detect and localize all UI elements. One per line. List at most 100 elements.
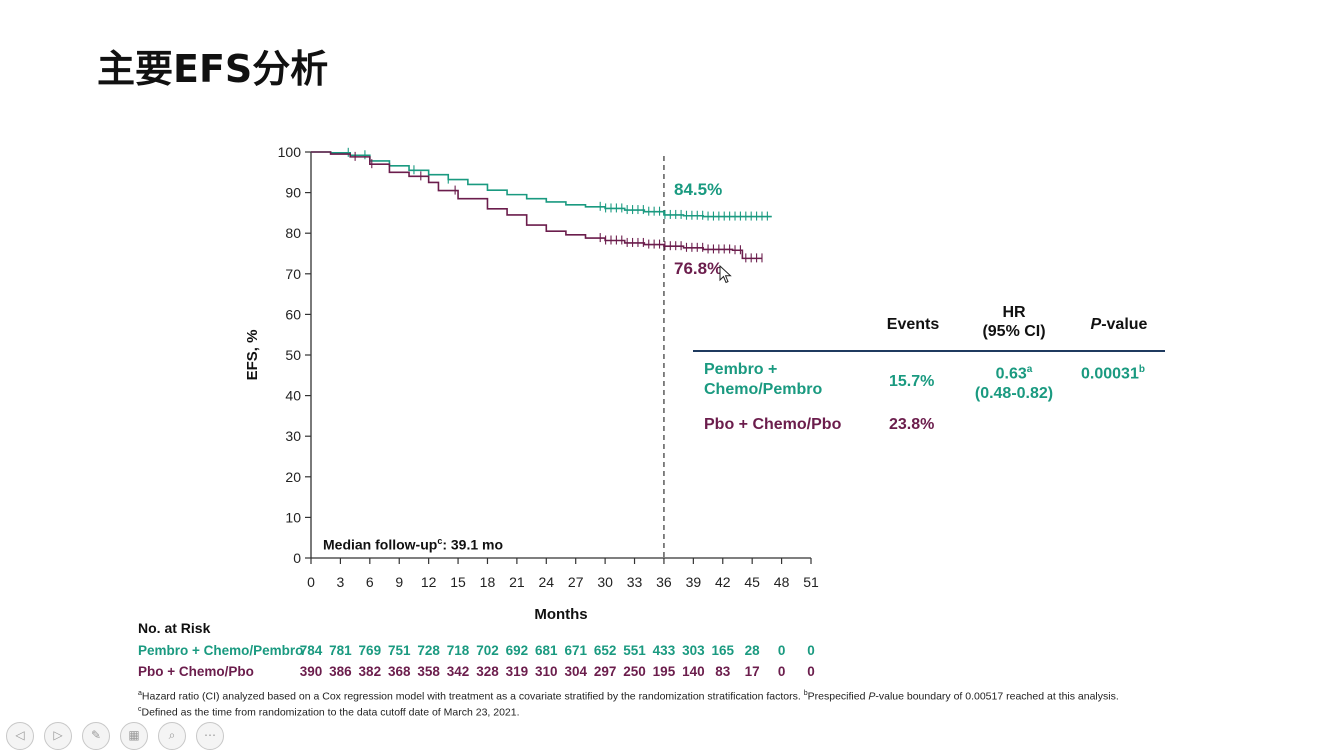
p-value-header: P-value — [1090, 316, 1148, 333]
events-header: Events — [886, 316, 940, 333]
y-tick-label: 0 — [293, 550, 301, 566]
risk-count: 297 — [593, 664, 617, 679]
risk-count: 0 — [807, 664, 815, 679]
risk-count: 551 — [623, 643, 646, 658]
x-tick-label: 27 — [568, 574, 584, 590]
risk-count: 83 — [715, 664, 731, 679]
risk-count: 304 — [564, 664, 587, 679]
risk-count: 671 — [564, 643, 587, 658]
risk-count: 358 — [417, 664, 440, 679]
footnote-a-b: aHazard ratio (CI) analyzed based on a C… — [138, 690, 1119, 703]
p-value-pembro: 0.00031b — [1081, 364, 1145, 383]
risk-count: 250 — [623, 664, 646, 679]
slide-title: 主要EFS分析 — [97, 47, 329, 91]
risk-count: 781 — [329, 643, 352, 658]
risk-count: 195 — [652, 664, 676, 679]
y-tick-label: 80 — [285, 225, 301, 241]
x-tick-label: 36 — [656, 574, 672, 590]
hr-header: HR (95% CI) — [982, 304, 1046, 340]
risk-count: 17 — [744, 664, 760, 679]
mouse-cursor-icon — [719, 265, 732, 284]
risk-count: 368 — [387, 664, 411, 679]
y-tick-label: 60 — [285, 306, 301, 322]
km-curve-pbo — [311, 151, 762, 260]
y-tick-label: 50 — [285, 347, 301, 363]
x-axis-title: Months — [534, 606, 587, 623]
events-pbo: 23.8% — [889, 416, 935, 433]
header-rule — [693, 350, 1165, 352]
x-tick-label: 0 — [307, 574, 315, 590]
more-options-icon[interactable]: ⋯ — [196, 722, 224, 750]
risk-count: 692 — [505, 643, 529, 658]
zoom-icon[interactable]: ⌕ — [158, 722, 186, 750]
arm-pembro-label: Pembro + Chemo/Pembro — [704, 361, 823, 398]
risk-count: 702 — [476, 643, 499, 658]
x-tick-label: 9 — [395, 574, 403, 590]
risk-count: 390 — [299, 664, 323, 679]
risk-count: 386 — [329, 664, 352, 679]
risk-count: 342 — [446, 664, 470, 679]
y-tick-label: 90 — [285, 185, 301, 201]
risk-count: 303 — [682, 643, 705, 658]
risk-count: 433 — [652, 643, 676, 658]
risk-count: 140 — [682, 664, 705, 679]
risk-count: 652 — [593, 643, 617, 658]
x-tick-label: 51 — [803, 574, 819, 590]
risk-count: 681 — [535, 643, 558, 658]
arm-pbo-label: Pbo + Chemo/Pbo — [704, 416, 842, 433]
risk-count: 328 — [476, 664, 499, 679]
x-tick-label: 21 — [509, 574, 525, 590]
chart-curves — [311, 147, 772, 263]
slides-grid-icon[interactable]: ▦ — [120, 722, 148, 750]
risk-count: 310 — [535, 664, 558, 679]
y-tick-label: 30 — [285, 428, 301, 444]
risk-count: 382 — [358, 664, 382, 679]
risk-row-label: Pbo + Chemo/Pbo — [138, 664, 254, 679]
x-tick-label: 48 — [774, 574, 790, 590]
hr-pembro: 0.63a (0.48-0.82) — [974, 364, 1054, 403]
risk-count: 769 — [358, 643, 382, 658]
slide-toolbar: ◁ ▷ ✎ ▦ ⌕ ⋯ — [0, 722, 224, 750]
x-tick-label: 45 — [744, 574, 760, 590]
risk-count: 0 — [777, 664, 786, 679]
y-tick-label: 20 — [285, 469, 301, 485]
y-tick-label: 100 — [278, 144, 302, 160]
next-arrow-icon[interactable]: ▷ — [44, 722, 72, 750]
risk-count: 319 — [505, 664, 529, 679]
risk-table-title: No. at Risk — [138, 620, 211, 636]
pen-icon[interactable]: ✎ — [82, 722, 110, 750]
events-pembro: 15.7% — [889, 373, 935, 390]
y-tick-label: 70 — [285, 266, 301, 282]
risk-count: 728 — [417, 643, 440, 658]
x-tick-label: 42 — [715, 574, 731, 590]
risk-count: 28 — [744, 643, 760, 658]
y-axis-title: EFS, % — [244, 330, 261, 381]
x-tick-label: 24 — [539, 574, 555, 590]
x-tick-label: 12 — [421, 574, 437, 590]
prev-arrow-icon[interactable]: ◁ — [6, 722, 34, 750]
x-tick-label: 39 — [686, 574, 702, 590]
x-tick-label: 33 — [627, 574, 643, 590]
median-follow-up-annotation: Median follow-upc: 39.1 mo — [323, 536, 504, 553]
km-curve-pembro — [311, 151, 772, 218]
risk-count: 165 — [711, 643, 735, 658]
y-tick-label: 40 — [285, 388, 301, 404]
chart-labels: 84.5% 76.8% — [674, 180, 722, 278]
y-tick-label: 10 — [285, 509, 301, 525]
risk-row-label: Pembro + Chemo/Pembro — [138, 643, 304, 658]
risk-count: 784 — [299, 643, 323, 658]
x-tick-label: 3 — [337, 574, 345, 590]
x-tick-label: 6 — [366, 574, 374, 590]
x-tick-label: 30 — [597, 574, 613, 590]
pembro-36mo-label: 84.5% — [674, 180, 722, 199]
x-tick-label: 15 — [450, 574, 466, 590]
risk-count: 0 — [807, 643, 815, 658]
risk-count: 0 — [777, 643, 786, 658]
risk-count: 718 — [446, 643, 470, 658]
x-tick-label: 18 — [480, 574, 496, 590]
footnote-c: cDefined as the time from randomization … — [138, 706, 520, 719]
risk-count: 751 — [387, 643, 411, 658]
pbo-36mo-label: 76.8% — [674, 259, 722, 278]
